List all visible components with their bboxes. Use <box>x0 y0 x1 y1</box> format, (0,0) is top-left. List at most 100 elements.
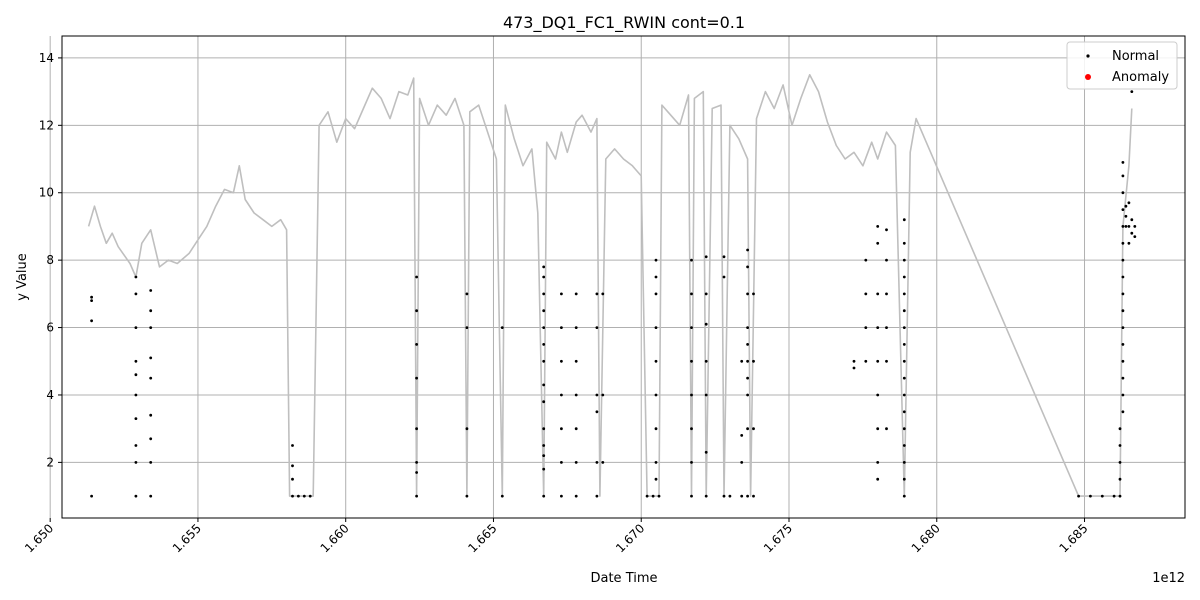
normal-point <box>1121 275 1125 279</box>
x-axis-label: Date Time <box>590 571 657 586</box>
normal-point <box>902 393 906 397</box>
normal-point <box>291 464 294 468</box>
legend: Normal Anomaly <box>1066 41 1178 90</box>
normal-point <box>149 376 153 380</box>
normal-point <box>542 454 546 457</box>
normal-point <box>654 461 658 464</box>
normal-point <box>746 494 749 498</box>
normal-point <box>746 376 749 380</box>
normal-point <box>654 258 658 262</box>
normal-point <box>902 292 906 296</box>
normal-point <box>415 427 418 431</box>
normal-point <box>746 427 749 431</box>
normal-point <box>149 437 153 441</box>
normal-point <box>902 477 906 481</box>
normal-point <box>1121 343 1125 346</box>
normal-point <box>690 494 693 498</box>
normal-point <box>722 494 726 498</box>
normal-point <box>574 359 578 363</box>
legend-marker-normal <box>1086 54 1090 58</box>
normal-point <box>1118 427 1122 431</box>
legend-box <box>1066 41 1178 90</box>
normal-point <box>1127 225 1131 228</box>
normal-point <box>134 444 138 447</box>
scatter-points-layer <box>90 90 1137 498</box>
normal-point <box>876 225 880 228</box>
normal-point <box>1077 494 1080 498</box>
normal-point <box>1121 410 1125 414</box>
normal-point <box>1121 208 1125 212</box>
normal-point <box>1118 477 1122 481</box>
normal-point <box>852 366 856 370</box>
normal-point <box>690 359 693 363</box>
normal-point <box>149 413 153 417</box>
normal-point <box>876 393 880 397</box>
normal-point <box>1100 494 1104 498</box>
normal-point <box>134 326 138 329</box>
normal-point <box>704 494 708 498</box>
normal-point <box>690 258 693 262</box>
normal-point <box>595 393 599 397</box>
y-tick-label: 12 <box>39 118 54 132</box>
normal-point <box>876 326 880 329</box>
normal-point <box>560 494 563 498</box>
normal-point <box>560 292 563 296</box>
legend-marker-anomaly <box>1085 74 1091 80</box>
normal-point <box>149 289 153 292</box>
normal-point <box>149 494 153 498</box>
legend-label-normal: Normal <box>1112 49 1159 64</box>
normal-point <box>704 393 708 397</box>
normal-point <box>876 359 880 363</box>
normal-point <box>1121 359 1125 363</box>
normal-point <box>690 393 693 397</box>
y-axis-ticks: 2 4 6 8 10 12 14 <box>39 51 62 469</box>
normal-point <box>746 393 749 397</box>
normal-point <box>90 299 93 302</box>
normal-point <box>1118 444 1122 447</box>
normal-point <box>601 393 605 397</box>
normal-point <box>574 393 578 397</box>
normal-point <box>149 461 153 464</box>
normal-point <box>902 275 906 279</box>
normal-point <box>542 444 546 447</box>
normal-point <box>1127 241 1131 245</box>
normal-point <box>902 326 906 329</box>
line-trace-layer <box>87 74 1133 497</box>
normal-point <box>1121 326 1125 329</box>
normal-point <box>1121 174 1125 178</box>
normal-point <box>574 326 578 329</box>
x-axis-offset-label: 1e12 <box>1152 571 1185 586</box>
normal-point <box>308 494 312 498</box>
normal-point <box>595 326 599 329</box>
normal-point <box>415 461 418 464</box>
normal-point <box>885 228 888 232</box>
normal-point <box>852 359 856 363</box>
normal-point <box>1121 292 1125 296</box>
normal-point <box>291 494 294 498</box>
normal-point <box>1133 225 1137 228</box>
normal-point <box>752 427 755 431</box>
normal-point <box>1121 225 1125 228</box>
normal-point <box>902 427 906 431</box>
normal-point <box>752 494 755 498</box>
normal-point <box>1124 214 1128 218</box>
normal-point <box>560 427 563 431</box>
normal-point <box>864 258 868 262</box>
normal-point <box>902 343 906 346</box>
normal-point <box>542 265 546 269</box>
normal-point <box>902 376 906 380</box>
normal-point <box>542 275 546 279</box>
normal-point <box>134 359 138 363</box>
normal-point <box>746 265 749 269</box>
normal-point <box>885 359 888 363</box>
normal-point <box>90 494 93 498</box>
normal-point <box>902 359 906 363</box>
normal-point <box>1130 218 1134 222</box>
normal-point <box>746 326 749 329</box>
normal-point <box>654 427 658 431</box>
normal-point <box>542 309 546 313</box>
normal-point <box>654 477 658 481</box>
chart-title: 473_DQ1_FC1_RWIN cont=0.1 <box>503 13 745 33</box>
y-axis-label: y Value <box>15 253 30 301</box>
